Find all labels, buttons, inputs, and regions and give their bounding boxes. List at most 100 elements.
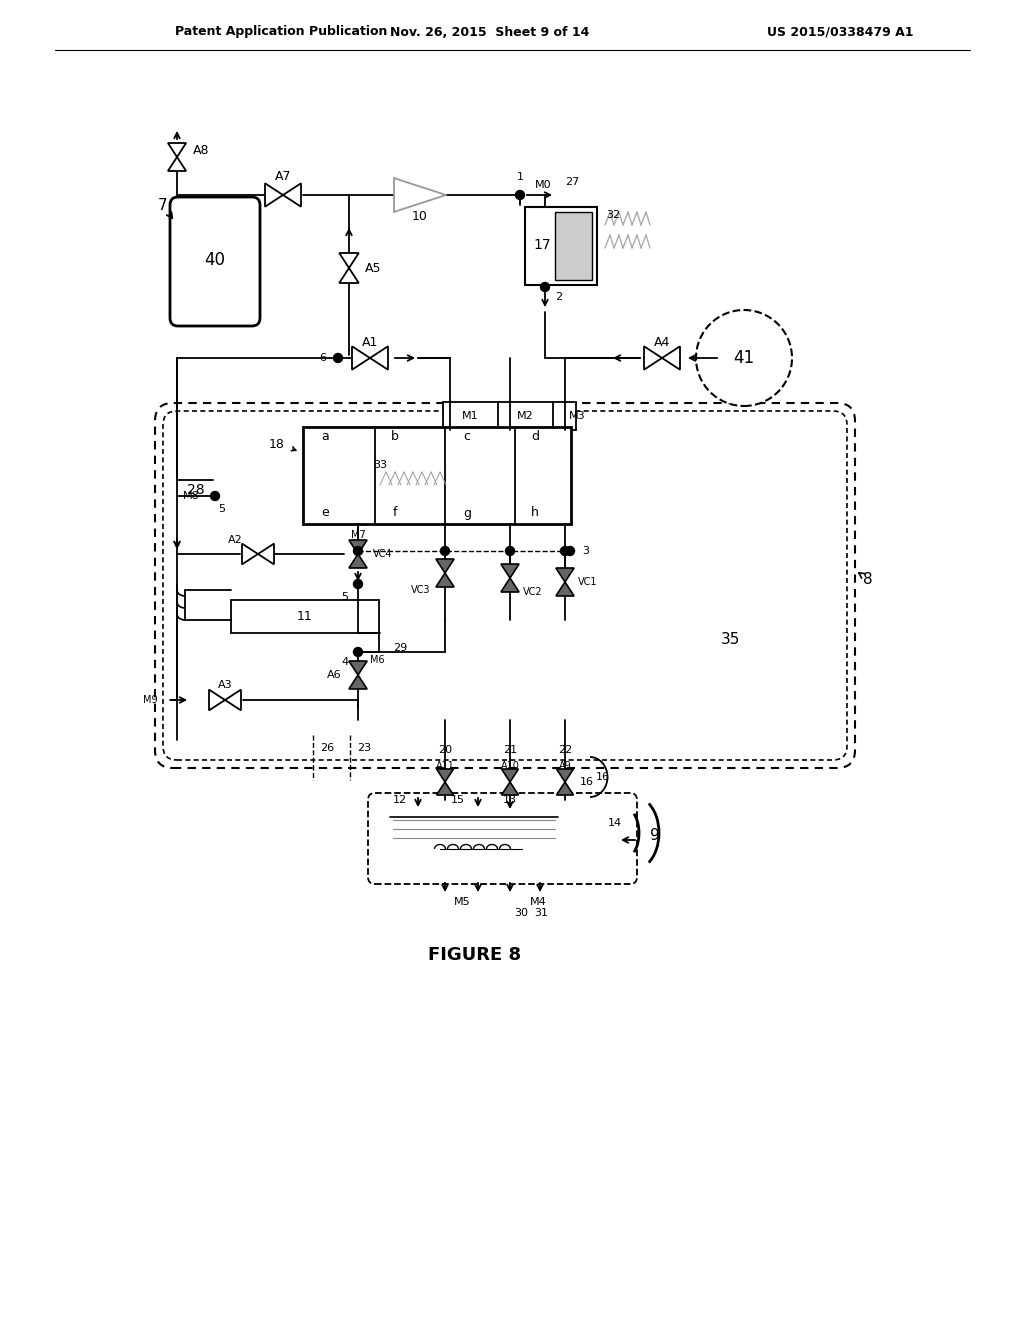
Polygon shape bbox=[501, 564, 519, 578]
Text: f: f bbox=[393, 507, 397, 520]
Circle shape bbox=[353, 648, 362, 656]
Text: g: g bbox=[463, 507, 471, 520]
Text: 40: 40 bbox=[205, 251, 225, 269]
Polygon shape bbox=[349, 540, 367, 554]
Polygon shape bbox=[436, 558, 454, 573]
Text: VC1: VC1 bbox=[578, 577, 597, 587]
Text: A3: A3 bbox=[218, 680, 232, 690]
Text: 4: 4 bbox=[341, 657, 348, 667]
Text: e: e bbox=[322, 507, 329, 520]
Polygon shape bbox=[242, 544, 258, 565]
Text: 28: 28 bbox=[187, 483, 205, 498]
Text: d: d bbox=[531, 429, 539, 442]
Polygon shape bbox=[556, 582, 574, 597]
Text: 23: 23 bbox=[357, 743, 371, 752]
Text: 7: 7 bbox=[158, 198, 168, 213]
Polygon shape bbox=[436, 770, 454, 781]
Text: A10: A10 bbox=[501, 762, 519, 771]
Text: M4: M4 bbox=[529, 898, 547, 907]
FancyBboxPatch shape bbox=[170, 197, 260, 326]
Polygon shape bbox=[557, 781, 573, 795]
Polygon shape bbox=[502, 770, 518, 781]
Text: M9: M9 bbox=[143, 696, 158, 705]
FancyBboxPatch shape bbox=[163, 411, 847, 760]
Polygon shape bbox=[394, 178, 446, 213]
Text: 22: 22 bbox=[558, 744, 572, 755]
Text: 11: 11 bbox=[297, 610, 313, 623]
FancyBboxPatch shape bbox=[155, 403, 855, 768]
Text: b: b bbox=[391, 429, 399, 442]
Text: M3: M3 bbox=[568, 411, 586, 421]
Polygon shape bbox=[265, 183, 283, 207]
Text: 21: 21 bbox=[503, 744, 517, 755]
Text: M8: M8 bbox=[183, 491, 200, 502]
Text: 9: 9 bbox=[650, 828, 659, 842]
Text: 12: 12 bbox=[393, 795, 407, 805]
Polygon shape bbox=[168, 157, 186, 172]
Polygon shape bbox=[339, 253, 358, 268]
Text: c: c bbox=[464, 429, 470, 442]
Bar bbox=[525, 207, 597, 285]
Text: FIGURE 8: FIGURE 8 bbox=[428, 946, 521, 964]
Text: 1: 1 bbox=[516, 172, 523, 182]
Text: M2: M2 bbox=[517, 411, 534, 421]
Polygon shape bbox=[662, 346, 680, 370]
Text: M5: M5 bbox=[454, 898, 470, 907]
Text: A8: A8 bbox=[193, 144, 210, 157]
Text: 20: 20 bbox=[438, 744, 452, 755]
Circle shape bbox=[696, 310, 792, 407]
Polygon shape bbox=[349, 554, 367, 568]
Polygon shape bbox=[258, 544, 274, 565]
Text: 29: 29 bbox=[393, 643, 408, 653]
Text: VC2: VC2 bbox=[523, 587, 543, 597]
Polygon shape bbox=[283, 183, 301, 207]
Polygon shape bbox=[339, 268, 358, 282]
Polygon shape bbox=[556, 568, 574, 582]
Circle shape bbox=[440, 546, 450, 556]
Text: A11: A11 bbox=[435, 762, 455, 771]
FancyBboxPatch shape bbox=[368, 793, 637, 884]
Text: 18: 18 bbox=[269, 438, 285, 451]
Text: 6: 6 bbox=[319, 352, 326, 363]
Text: VC3: VC3 bbox=[411, 585, 430, 595]
Text: 2: 2 bbox=[555, 292, 562, 302]
Polygon shape bbox=[349, 675, 367, 689]
Text: A2: A2 bbox=[228, 535, 243, 545]
Text: M1: M1 bbox=[462, 411, 478, 421]
Text: 31: 31 bbox=[534, 908, 548, 917]
Text: 3: 3 bbox=[582, 546, 589, 556]
Text: 35: 35 bbox=[720, 632, 739, 648]
Polygon shape bbox=[370, 346, 388, 370]
Polygon shape bbox=[436, 781, 454, 795]
Text: US 2015/0338479 A1: US 2015/0338479 A1 bbox=[767, 25, 913, 38]
Polygon shape bbox=[502, 781, 518, 795]
Bar bbox=[303, 426, 571, 524]
Text: A1: A1 bbox=[361, 335, 378, 348]
Polygon shape bbox=[352, 346, 370, 370]
Polygon shape bbox=[225, 689, 241, 710]
Text: 30: 30 bbox=[514, 908, 528, 917]
Text: 17: 17 bbox=[534, 238, 551, 252]
Text: M0: M0 bbox=[535, 180, 552, 190]
Circle shape bbox=[353, 579, 362, 589]
Text: A5: A5 bbox=[365, 261, 382, 275]
Circle shape bbox=[565, 546, 574, 556]
Polygon shape bbox=[168, 143, 186, 157]
Text: A9: A9 bbox=[559, 762, 571, 771]
Text: 15: 15 bbox=[451, 795, 465, 805]
Text: Nov. 26, 2015  Sheet 9 of 14: Nov. 26, 2015 Sheet 9 of 14 bbox=[390, 25, 590, 38]
Circle shape bbox=[334, 354, 342, 363]
Circle shape bbox=[506, 546, 514, 556]
Text: Patent Application Publication: Patent Application Publication bbox=[175, 25, 387, 38]
Bar bbox=[231, 601, 379, 634]
Text: 8: 8 bbox=[863, 573, 872, 587]
Text: 10: 10 bbox=[412, 210, 428, 223]
Polygon shape bbox=[436, 573, 454, 587]
Circle shape bbox=[560, 546, 569, 556]
Text: 26: 26 bbox=[319, 743, 334, 752]
Polygon shape bbox=[501, 578, 519, 591]
Text: A4: A4 bbox=[653, 335, 670, 348]
Polygon shape bbox=[557, 770, 573, 781]
Text: 16: 16 bbox=[596, 772, 610, 781]
Circle shape bbox=[211, 491, 219, 500]
